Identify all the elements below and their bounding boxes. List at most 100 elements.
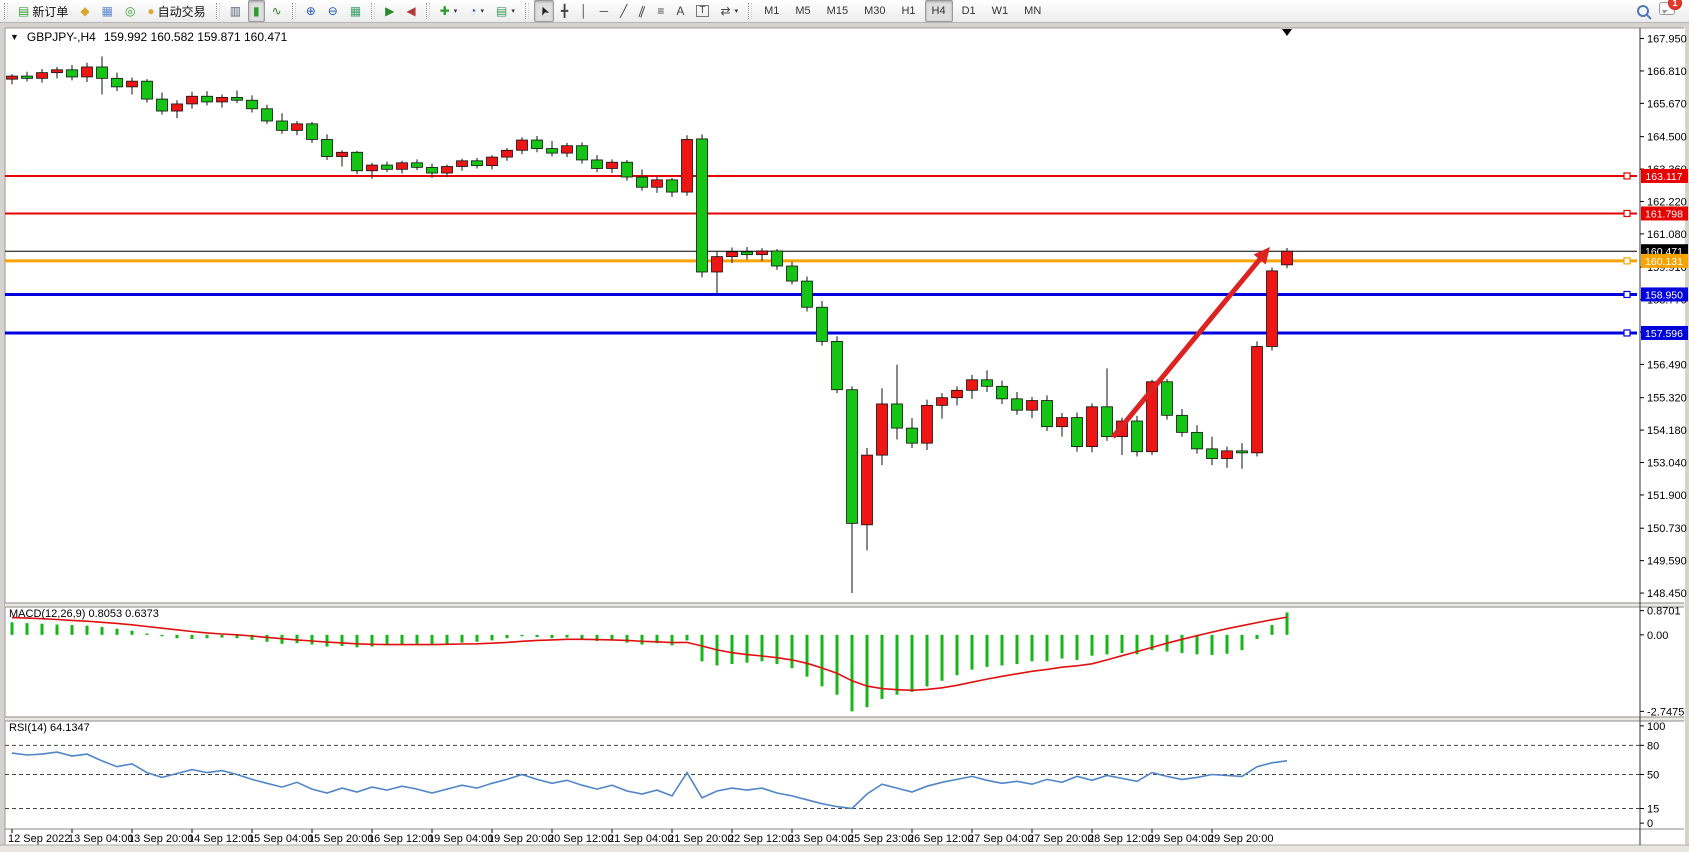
candlesticks-button[interactable]: ▮ bbox=[248, 0, 265, 22]
toolbar-gripper bbox=[215, 3, 220, 19]
svg-text:28 Sep 12:00: 28 Sep 12:00 bbox=[1088, 833, 1153, 845]
toolbar-group-scroll: ▶ ◀ bbox=[379, 0, 421, 22]
tile-windows-icon: ▦ bbox=[349, 4, 362, 18]
bar-chart-button[interactable]: ▥ bbox=[225, 0, 246, 22]
indicators-dropdown-icon[interactable]: ▾ bbox=[453, 8, 458, 15]
new-order-icon: ▤ bbox=[18, 4, 30, 18]
auto-scroll-button[interactable]: ▶ bbox=[380, 0, 399, 22]
chart-collapse-icon[interactable]: ▼ bbox=[10, 32, 19, 42]
tile-windows-button[interactable]: ▦ bbox=[345, 0, 366, 22]
toolbar-gripper bbox=[4, 3, 8, 19]
fibonacci-button[interactable]: ≡ bbox=[652, 0, 669, 22]
market-watch-button[interactable]: ◎ bbox=[120, 0, 140, 22]
periods-button[interactable]: ◔ ▾ bbox=[464, 0, 489, 22]
svg-text:151.900: 151.900 bbox=[1647, 490, 1687, 502]
auto-trading-label: 自动交易 bbox=[157, 4, 206, 19]
svg-text:22 Sep 12:00: 22 Sep 12:00 bbox=[728, 833, 793, 845]
timeframe-m1-button[interactable]: M1 bbox=[764, 5, 780, 17]
candlestick-series[interactable] bbox=[6, 56, 1293, 594]
new-order-button[interactable]: ▤ 新订单 bbox=[13, 0, 73, 22]
auto-trading-button[interactable]: ● 自动交易 bbox=[142, 0, 210, 22]
charts-button[interactable]: ▦ bbox=[97, 0, 118, 22]
indicators-button[interactable]: ✚ ▾ bbox=[435, 0, 463, 22]
timeframe-m30-button[interactable]: M30 bbox=[864, 5, 886, 17]
vertical-line-button[interactable]: │ bbox=[575, 0, 593, 22]
toolbar-gripper bbox=[425, 3, 430, 19]
svg-text:80: 80 bbox=[1647, 740, 1659, 752]
text-button[interactable]: A bbox=[671, 0, 689, 22]
rsi-indicator bbox=[5, 744, 1640, 810]
chart-shift-button[interactable]: ◀ bbox=[401, 0, 420, 22]
chart-shift-marker[interactable] bbox=[1282, 29, 1292, 36]
svg-text:25 Sep 23:00: 25 Sep 23:00 bbox=[848, 833, 913, 845]
toolbar-right: 1 bbox=[1637, 0, 1689, 20]
svg-text:21 Sep 04:00: 21 Sep 04:00 bbox=[608, 833, 673, 845]
toolbar-gripper bbox=[291, 3, 296, 19]
svg-text:154.180: 154.180 bbox=[1647, 425, 1687, 437]
svg-text:29 Sep 04:00: 29 Sep 04:00 bbox=[1148, 833, 1213, 845]
periods-icon: ◔ bbox=[469, 4, 477, 18]
toolbar-group-objects-add: ✚ ▾ ◔ ▾ ▤ ▾ bbox=[434, 0, 521, 22]
svg-text:153.040: 153.040 bbox=[1647, 458, 1687, 470]
horizontal-line-button[interactable]: ─ bbox=[595, 0, 614, 22]
fibonacci-icon: ≡ bbox=[657, 4, 665, 18]
timeframe-w1-button[interactable]: W1 bbox=[991, 5, 1009, 17]
templates-dropdown-icon[interactable]: ▾ bbox=[511, 8, 515, 15]
periods-dropdown-icon[interactable]: ▾ bbox=[480, 8, 484, 15]
indicators-icon: ✚ bbox=[439, 4, 450, 18]
svg-text:148.450: 148.450 bbox=[1647, 588, 1687, 600]
search-icon[interactable] bbox=[1637, 5, 1649, 17]
svg-text:50: 50 bbox=[1647, 770, 1659, 782]
zoom-out-button[interactable]: ⊖ bbox=[323, 0, 343, 22]
text-icon: A bbox=[676, 4, 685, 18]
timeframe-m5-button[interactable]: M5 bbox=[795, 5, 811, 17]
timeframe-h4-button[interactable]: H4 bbox=[924, 0, 953, 22]
svg-text:157.596: 157.596 bbox=[1645, 328, 1683, 340]
timeframe-h1-button[interactable]: H1 bbox=[901, 5, 916, 17]
svg-text:0: 0 bbox=[1647, 818, 1653, 830]
toolbar-gripper bbox=[371, 3, 376, 19]
svg-text:161.080: 161.080 bbox=[1647, 229, 1687, 241]
timeframe-d1-button[interactable]: D1 bbox=[961, 5, 976, 17]
svg-text:16 Sep 12:00: 16 Sep 12:00 bbox=[368, 833, 433, 845]
macd-signal-line bbox=[11, 616, 1288, 692]
toolbar-gripper bbox=[748, 3, 753, 19]
trend-line-icon: ╱ bbox=[620, 4, 628, 18]
svg-text:166.810: 166.810 bbox=[1647, 66, 1687, 78]
svg-text:21 Sep 20:00: 21 Sep 20:00 bbox=[668, 833, 733, 845]
crosshair-button[interactable]: ╋ bbox=[556, 0, 573, 22]
chat-button[interactable]: 1 bbox=[1659, 0, 1682, 20]
svg-text:165.670: 165.670 bbox=[1647, 98, 1687, 110]
arrows-button[interactable]: ⇄ ▾ bbox=[716, 0, 744, 22]
templates-button[interactable]: ▤ ▾ bbox=[491, 0, 520, 22]
timeframe-mn-button[interactable]: MN bbox=[1024, 5, 1042, 17]
chat-badge: 1 bbox=[1668, 0, 1682, 10]
timeframe-m15-button[interactable]: M15 bbox=[826, 5, 849, 17]
equidistant-channel-button[interactable]: ∥ bbox=[634, 0, 650, 22]
chart-symbol-label: GBPJPY-,H4 bbox=[26, 30, 96, 44]
arrows-icon: ⇄ bbox=[720, 4, 731, 18]
profile-button[interactable]: ◆ bbox=[75, 0, 94, 22]
cursor-button[interactable]: ➤ bbox=[533, 0, 554, 22]
toolbar-group-zoom: ⊕ ⊖ ▦ bbox=[300, 0, 367, 22]
macd-indicator bbox=[10, 612, 1289, 712]
line-chart-button[interactable]: ∿ bbox=[267, 0, 287, 22]
trend-line-button[interactable]: ╱ bbox=[615, 0, 632, 22]
vertical-line-icon: │ bbox=[580, 4, 588, 18]
text-label-icon: T bbox=[696, 5, 709, 17]
svg-text:15: 15 bbox=[1647, 804, 1659, 816]
zoom-in-button[interactable]: ⊕ bbox=[301, 0, 321, 22]
crosshair-icon: ╋ bbox=[560, 4, 569, 18]
profile-icon: ◆ bbox=[80, 4, 90, 18]
arrow-annotation[interactable] bbox=[1111, 247, 1270, 439]
svg-text:20 Sep 12:00: 20 Sep 12:00 bbox=[548, 833, 613, 845]
svg-text:161.798: 161.798 bbox=[1645, 208, 1683, 220]
svg-text:-2.7475: -2.7475 bbox=[1647, 706, 1684, 718]
svg-text:162.220: 162.220 bbox=[1647, 196, 1687, 208]
arrows-dropdown-icon[interactable]: ▾ bbox=[734, 8, 739, 15]
text-label-button[interactable]: T bbox=[691, 0, 713, 22]
price-axis[interactable]: 167.950166.810165.670164.500163.360162.2… bbox=[1639, 28, 1688, 845]
svg-text:0.8701: 0.8701 bbox=[1647, 606, 1681, 618]
